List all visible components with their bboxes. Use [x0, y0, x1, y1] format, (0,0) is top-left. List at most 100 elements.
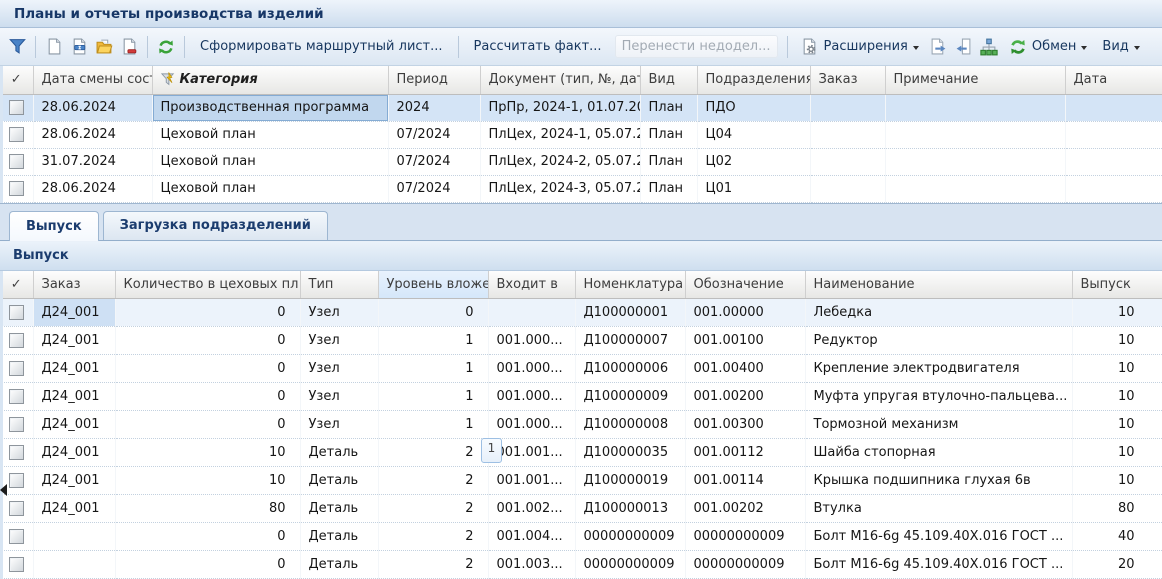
cell-output[interactable]: 10 — [1072, 383, 1162, 411]
export-document-icon[interactable] — [930, 38, 948, 56]
cell-nomenclature[interactable]: 00000000009 — [575, 523, 685, 551]
cell-name[interactable]: Лебедка — [805, 299, 1072, 327]
row-checkbox[interactable] — [9, 100, 24, 115]
cell-nomenclature[interactable]: Д100000001 — [575, 299, 685, 327]
cell-name[interactable]: Редуктор — [805, 327, 1072, 355]
cell-output[interactable]: 40 — [1072, 523, 1162, 551]
output-row[interactable]: Д24_001 0 Узел 1 001.000... Д100000008 0… — [0, 411, 1162, 439]
cell-order[interactable]: Д24_001 — [33, 383, 115, 411]
format-route-list-button[interactable]: Сформировать маршрутный лист... — [194, 36, 449, 57]
col-header-date[interactable]: Дата смены сост — [33, 66, 152, 94]
cell-nomenclature[interactable]: Д100000035 — [575, 439, 685, 467]
view-menu-button[interactable]: Вид — [1098, 36, 1143, 57]
row-checkbox[interactable] — [9, 181, 24, 196]
cell-output[interactable]: 10 — [1072, 411, 1162, 439]
cell-order[interactable]: Д24_001 — [33, 467, 115, 495]
cell-date[interactable]: 28.06.2024 — [33, 94, 152, 121]
cell-output[interactable]: 20 — [1072, 551, 1162, 579]
cell-note[interactable] — [885, 94, 1065, 121]
cell-level[interactable]: 2 — [378, 523, 488, 551]
cell-designation[interactable]: 001.00000 — [685, 299, 805, 327]
tab-zagruzka-podrazdelenij[interactable]: Загрузка подразделений — [103, 211, 328, 240]
cell-type[interactable]: Деталь — [300, 439, 378, 467]
cell-nomenclature[interactable]: Д100000008 — [575, 411, 685, 439]
cell-document[interactable]: ПлЦех, 2024-1, 05.07.2024 — [480, 121, 640, 148]
cell-order[interactable] — [810, 148, 885, 175]
col-header-output[interactable]: Выпуск — [1072, 271, 1162, 299]
cell-extra-date[interactable] — [1065, 148, 1162, 175]
row-checkbox[interactable] — [9, 529, 24, 544]
row-checkbox[interactable] — [9, 473, 24, 488]
cell-type[interactable]: Узел — [300, 299, 378, 327]
cell-period[interactable]: 07/2024 — [388, 121, 480, 148]
col-header-order[interactable]: Заказ — [33, 271, 115, 299]
cell-name[interactable]: Муфта упругая втулочно-пальцева... — [805, 383, 1072, 411]
cell-qty[interactable]: 10 — [115, 467, 300, 495]
row-checkbox[interactable] — [9, 389, 24, 404]
cell-parent[interactable]: 001.000... — [488, 327, 575, 355]
cell-output[interactable]: 10 — [1072, 439, 1162, 467]
cell-level[interactable]: 2 — [378, 495, 488, 523]
cell-qty[interactable]: 0 — [115, 327, 300, 355]
cell-date[interactable]: 28.06.2024 — [33, 175, 152, 202]
cell-extra-date[interactable] — [1065, 94, 1162, 121]
cell-level[interactable]: 1 — [378, 383, 488, 411]
row-checkbox[interactable] — [9, 127, 24, 142]
row-checkbox[interactable] — [9, 305, 24, 320]
cell-order[interactable]: Д24_001 — [33, 355, 115, 383]
output-row[interactable]: 0 Деталь 2 001.004... 00000000009 000000… — [0, 523, 1162, 551]
row-checkbox[interactable] — [9, 361, 24, 376]
cell-subdivision[interactable]: Ц01 — [697, 175, 810, 202]
cell-document[interactable]: ПрПр, 2024-1, 01.07.2024 — [480, 94, 640, 121]
col-header-order[interactable]: Заказ — [810, 66, 885, 94]
cell-output[interactable]: 10 — [1072, 467, 1162, 495]
col-header-extra-date[interactable]: Дата — [1065, 66, 1162, 94]
cell-parent[interactable]: 001.002... — [488, 495, 575, 523]
cell-category[interactable]: Производственная программа — [152, 94, 388, 121]
col-header-designation[interactable]: Обозначение — [685, 271, 805, 299]
cell-order[interactable]: Д24_001 — [33, 439, 115, 467]
col-header-kind[interactable]: Вид — [640, 66, 697, 94]
cell-kind[interactable]: План — [640, 121, 697, 148]
cell-level[interactable]: 1 — [378, 327, 488, 355]
output-row[interactable]: Д24_001 0 Узел 1 001.000... Д100000006 0… — [0, 355, 1162, 383]
cell-type[interactable]: Деталь — [300, 467, 378, 495]
cell-nomenclature[interactable]: Д100000019 — [575, 467, 685, 495]
cell-nomenclature[interactable]: Д100000009 — [575, 383, 685, 411]
select-all-header[interactable]: ✓ — [0, 66, 33, 94]
cell-qty[interactable]: 0 — [115, 411, 300, 439]
col-header-subdivision[interactable]: Подразделения — [697, 66, 810, 94]
col-header-type[interactable]: Тип — [300, 271, 378, 299]
cell-kind[interactable]: План — [640, 148, 697, 175]
cell-order[interactable]: Д24_001 — [33, 299, 115, 327]
cell-order[interactable]: Д24_001 — [33, 411, 115, 439]
cell-type[interactable]: Узел — [300, 383, 378, 411]
cell-kind[interactable]: План — [640, 94, 697, 121]
output-row[interactable]: Д24_001 0 Узел 1 001.000... Д100000009 0… — [0, 383, 1162, 411]
cell-order[interactable] — [810, 121, 885, 148]
col-header-period[interactable]: Период — [388, 66, 480, 94]
col-header-level[interactable]: Уровень вложен — [378, 271, 488, 299]
plan-row[interactable]: 31.07.2024 Цеховой план 07/2024 ПлЦех, 2… — [0, 148, 1162, 175]
cell-name[interactable]: Болт М16-6g 45.109.40Х.016 ГОСТ ... — [805, 551, 1072, 579]
tab-vypusk[interactable]: Выпуск — [9, 211, 99, 241]
cell-name[interactable]: Втулка — [805, 495, 1072, 523]
row-checkbox[interactable] — [9, 557, 24, 572]
cell-qty[interactable]: 0 — [115, 523, 300, 551]
col-header-parent[interactable]: Входит в — [488, 271, 575, 299]
output-row[interactable]: Д24_001 0 Узел 1 001.000... Д100000007 0… — [0, 327, 1162, 355]
cell-level[interactable]: 2 — [378, 467, 488, 495]
cell-parent[interactable]: 001.001... — [488, 467, 575, 495]
hierarchy-icon[interactable] — [980, 38, 998, 56]
cell-output[interactable]: 10 — [1072, 299, 1162, 327]
cell-nomenclature[interactable]: Д100000006 — [575, 355, 685, 383]
splitter-collapse-arrow[interactable] — [0, 484, 7, 496]
cell-output[interactable]: 10 — [1072, 327, 1162, 355]
cell-level[interactable]: 2 — [378, 551, 488, 579]
cell-parent[interactable] — [488, 299, 575, 327]
cell-qty[interactable]: 10 — [115, 439, 300, 467]
cell-period[interactable]: 07/2024 — [388, 175, 480, 202]
cell-level[interactable]: 1 — [378, 411, 488, 439]
cell-subdivision[interactable]: Ц02 — [697, 148, 810, 175]
exchange-menu-button[interactable]: Обмен — [1005, 35, 1092, 59]
